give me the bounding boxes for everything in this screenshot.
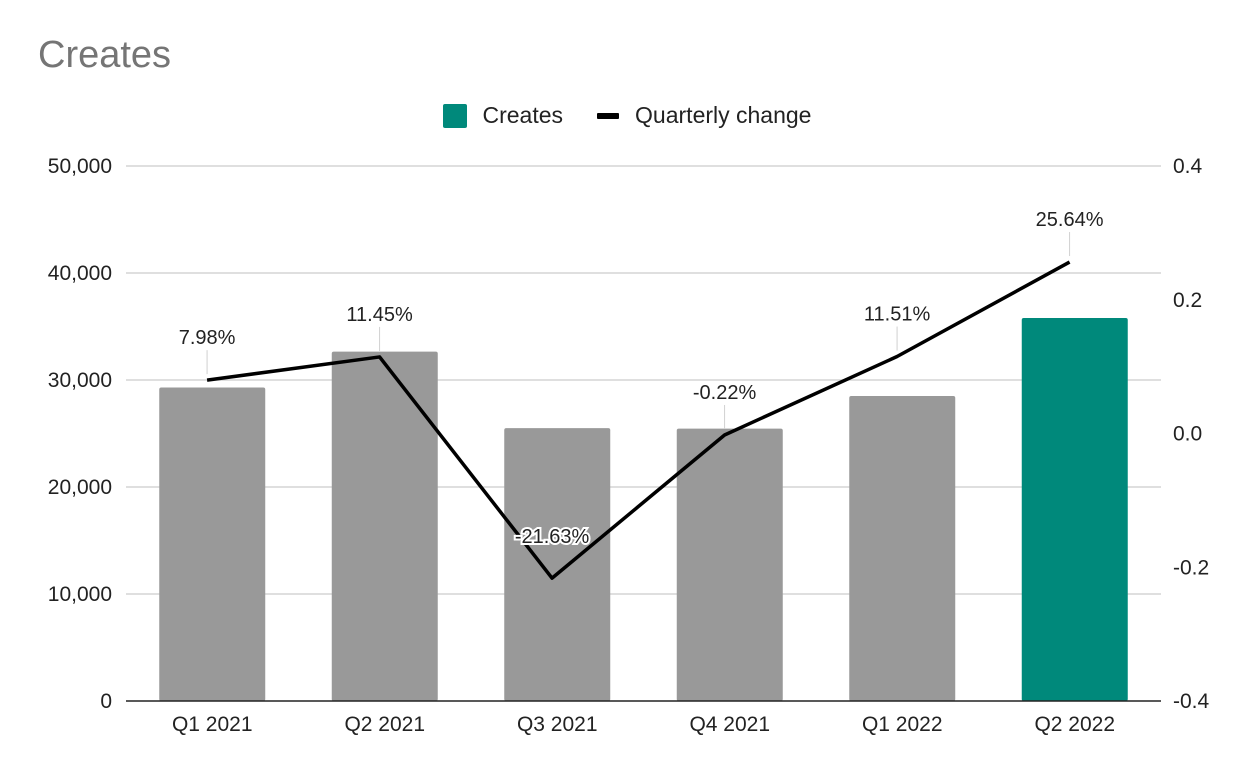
bar-q4-2021 xyxy=(676,428,783,701)
left-tick-label: 40,000 xyxy=(48,262,112,285)
left-tick-label: 0 xyxy=(100,690,112,713)
chart-title: Creates xyxy=(38,34,172,76)
legend: Creates Quarterly change xyxy=(0,102,1254,129)
bar-q2-2022 xyxy=(1021,317,1128,701)
data-label-quarterly-change: 11.45% xyxy=(346,304,413,326)
data-label-quarterly-change: 25.64% xyxy=(1036,209,1104,231)
data-label-quarterly-change: -21.63% xyxy=(515,526,590,548)
right-tick-label: -0.4 xyxy=(1173,690,1210,713)
legend-line-quarterly-change xyxy=(597,112,620,119)
data-label-quarterly-change: 11.51% xyxy=(864,304,931,326)
right-tick-label: 0.4 xyxy=(1173,155,1203,178)
legend-item-creates[interactable]: Creates xyxy=(442,102,564,129)
data-label-quarterly-change: 7.98% xyxy=(179,327,236,349)
left-tick-label: 50,000 xyxy=(48,155,112,178)
x-tick-label: Q2 2022 xyxy=(1034,713,1115,736)
bar-q3-2021 xyxy=(504,428,611,701)
left-tick-label: 30,000 xyxy=(48,369,112,392)
legend-item-quarterly-change[interactable]: Quarterly change xyxy=(597,102,811,129)
data-label-quarterly-change: -0.22% xyxy=(693,382,757,404)
x-tick-label: Q2 2021 xyxy=(344,713,425,736)
x-tick-label: Q4 2021 xyxy=(689,713,770,736)
right-tick-label: 0.0 xyxy=(1173,423,1202,446)
left-tick-label: 20,000 xyxy=(48,476,112,499)
line-quarterly-change xyxy=(206,260,1071,580)
x-tick-label: Q3 2021 xyxy=(517,713,598,736)
x-tick-label: Q1 2021 xyxy=(172,713,253,736)
bar-q2-2021 xyxy=(331,351,438,701)
x-tick-label: Q1 2022 xyxy=(862,713,943,736)
right-tick-label: 0.2 xyxy=(1173,289,1202,312)
legend-swatch-creates xyxy=(442,103,467,128)
legend-label-quarterly-change: Quarterly change xyxy=(635,102,812,128)
left-tick-label: 10,000 xyxy=(48,583,112,606)
legend-label-creates: Creates xyxy=(482,102,564,128)
right-tick-label: -0.2 xyxy=(1173,556,1209,579)
bar-q1-2021 xyxy=(159,387,266,701)
bar-q1-2022 xyxy=(849,396,956,701)
